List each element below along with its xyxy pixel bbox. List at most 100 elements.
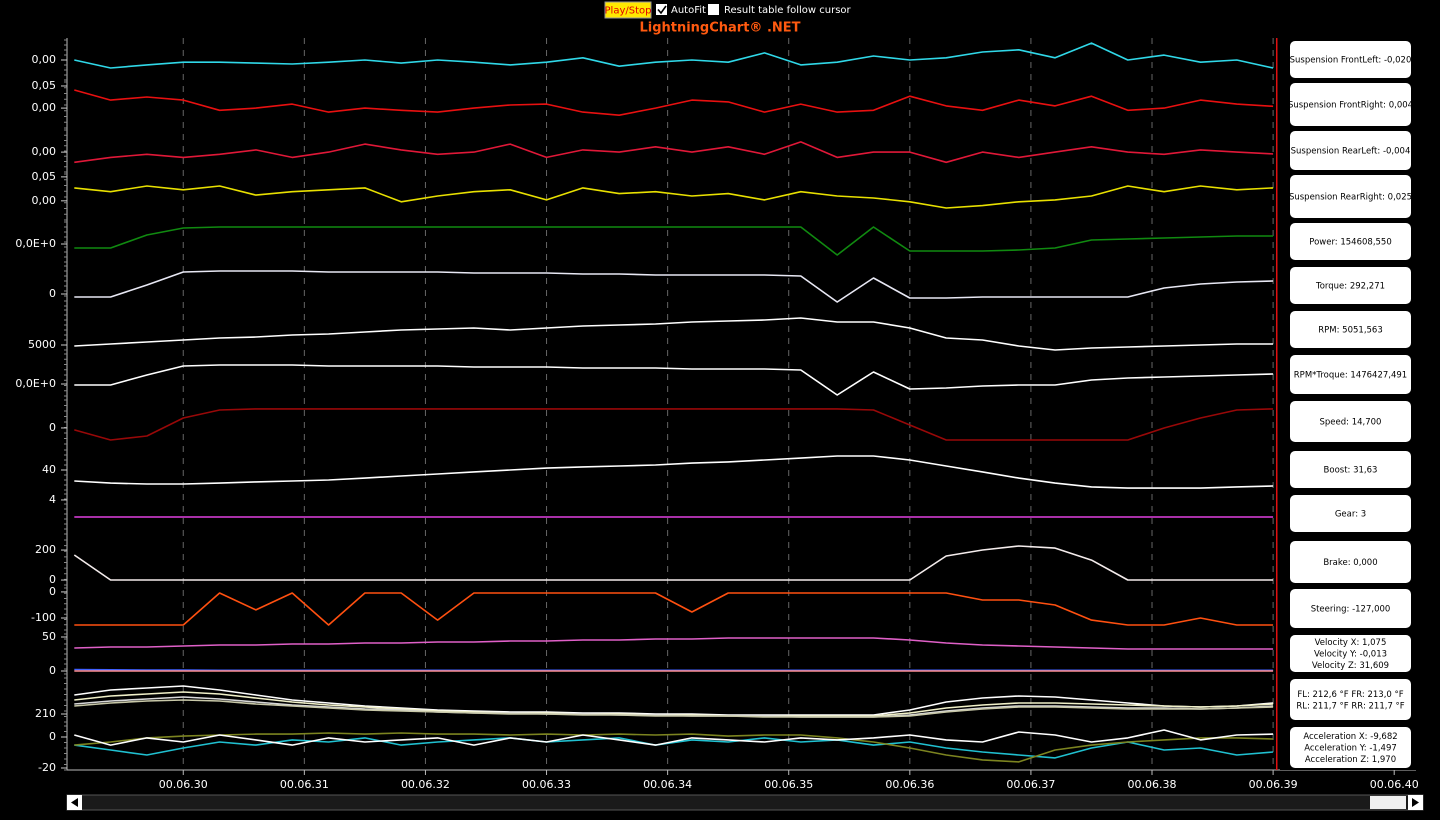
y-tick-label: 0,00	[32, 145, 57, 158]
readout-box	[1290, 401, 1411, 442]
scrollbar	[66, 794, 1424, 811]
scroll-track[interactable]	[66, 794, 1424, 811]
y-tick-label: 0,0E+0	[15, 237, 56, 250]
arrow-right	[1412, 798, 1419, 807]
x-tick-label: 00.06.38	[1128, 778, 1177, 791]
series-line	[74, 668, 1274, 672]
readout-text: Suspension FrontRight: 0,004	[1288, 101, 1413, 111]
readout-text: Gear: 3	[1335, 510, 1366, 520]
readout-box	[1290, 541, 1411, 583]
series-line	[74, 408, 1274, 441]
toolbar: Play/Stop AutoFit Result table follow cu…	[604, 1, 852, 19]
readout-text: Torque: 292,271	[1315, 282, 1385, 292]
readout-text: Suspension FrontLeft: -0,020	[1290, 56, 1412, 66]
readout-text: Power: 154608,550	[1309, 238, 1392, 248]
readout-text: Brake: 0,000	[1323, 558, 1377, 568]
y-tick-label: 50	[42, 630, 56, 643]
readout-box	[1290, 589, 1411, 628]
play-stop-label[interactable]: Play/Stop	[605, 6, 652, 17]
series-line	[74, 89, 1274, 116]
series-line	[74, 732, 1274, 763]
readout-text: Acceleration Y: -1,497	[1304, 744, 1397, 754]
readout-text: Acceleration X: -9,682	[1303, 732, 1397, 742]
series-line	[74, 42, 1274, 69]
y-tick-label: 40	[42, 463, 56, 476]
readout-text: RPM: 5051,563	[1318, 326, 1383, 336]
readout-text: RL: 211,7 °F RR: 211,7 °F	[1296, 701, 1404, 711]
readout-text: Speed: 14,700	[1320, 418, 1382, 428]
series-line	[74, 729, 1274, 746]
series-line	[74, 685, 1274, 716]
x-tick-label: 00.06.31	[280, 778, 329, 791]
plot: 00.06.30 00.06.31 00.06.32 00.06.33 00.06.34…	[15, 36, 1422, 791]
series-line	[74, 699, 1274, 718]
x-tick-label: 00.06.30	[159, 778, 208, 791]
y-tick-label: 0	[49, 421, 56, 434]
readout-box	[1290, 679, 1411, 720]
y-tick-label: 200	[35, 543, 56, 556]
series-line	[74, 270, 1274, 303]
readout-box	[1290, 451, 1411, 488]
readout-box	[1290, 83, 1411, 126]
readout-box	[1290, 635, 1411, 672]
y-tick-label: -20	[38, 761, 56, 774]
y-tick-label: 0,00	[32, 194, 57, 207]
readout-text: Velocity X: 1,075	[1315, 638, 1387, 648]
y-tick-label: 0	[49, 287, 56, 300]
readout-box	[1290, 223, 1411, 260]
y-tick-label: 0,0E+0	[15, 377, 56, 390]
x-tick-label: 00.06.37	[1006, 778, 1055, 791]
play-stop-button[interactable]	[604, 1, 652, 19]
readout-box	[1290, 175, 1411, 218]
series-line	[74, 455, 1274, 489]
series-line	[74, 185, 1274, 209]
readout-text: FL: 212,6 °F FR: 213,0 °F	[1297, 690, 1403, 700]
x-tick-label: 00.06.36	[885, 778, 934, 791]
y-tick-label: 0,05	[32, 170, 57, 183]
y-tick-label: -100	[31, 611, 56, 624]
readout-text: Velocity Z: 31,609	[1312, 661, 1389, 671]
readout-text: Suspension RearLeft: -0,004	[1291, 147, 1411, 157]
x-tick-label: 00.06.39	[1249, 778, 1298, 791]
series-line	[74, 141, 1274, 164]
check-mark	[657, 5, 667, 15]
series-line	[74, 226, 1274, 256]
follow-label[interactable]: Result table follow cursor	[724, 5, 852, 16]
autofit-label[interactable]: AutoFit	[671, 5, 706, 16]
series-line	[74, 364, 1274, 396]
y-tick-label: 0,00	[32, 53, 57, 66]
x-tick-label: 00.06.34	[643, 778, 692, 791]
x-tick-label: 00.06.32	[401, 778, 450, 791]
y-tick-label: 0,00	[32, 101, 57, 114]
series-line	[74, 637, 1274, 650]
readout-box	[1290, 311, 1411, 348]
readout-box	[1290, 267, 1411, 304]
autofit-checkbox[interactable]	[656, 4, 667, 15]
y-tick-label: 0	[49, 585, 56, 598]
scroll-thumb[interactable]	[1370, 796, 1406, 809]
y-tick-label: 0	[49, 664, 56, 677]
y-tick-label: 5000	[28, 338, 56, 351]
readout-box	[1290, 727, 1411, 768]
readout-text: Boost: 31,63	[1324, 466, 1378, 476]
y-tick-label: 0	[49, 730, 56, 743]
readout-box	[1290, 131, 1411, 170]
x-tick-label: 00.06.40	[1370, 778, 1419, 791]
readout-text: Suspension RearRight: 0,025	[1289, 193, 1412, 203]
readout-box	[1290, 495, 1411, 532]
readout-text: RPM*Troque: 1476427,491	[1294, 371, 1407, 381]
follow-checkbox[interactable]	[708, 4, 719, 15]
series-line	[74, 317, 1274, 351]
readout-text: Acceleration Z: 1,970	[1305, 755, 1396, 765]
y-tick-label: 0	[49, 573, 56, 586]
readout-text: Velocity Y: -0,013	[1314, 650, 1387, 660]
chart-title: LightningChart® .NET	[639, 21, 800, 36]
series-line	[74, 592, 1274, 626]
x-tick-label: 00.06.35	[764, 778, 813, 791]
y-tick-label: 4	[49, 493, 56, 506]
x-tick-label: 00.06.33	[522, 778, 571, 791]
readout-text: Steering: -127,000	[1311, 605, 1391, 615]
arrow-left	[71, 798, 78, 807]
y-tick-label: 0,05	[32, 79, 57, 92]
